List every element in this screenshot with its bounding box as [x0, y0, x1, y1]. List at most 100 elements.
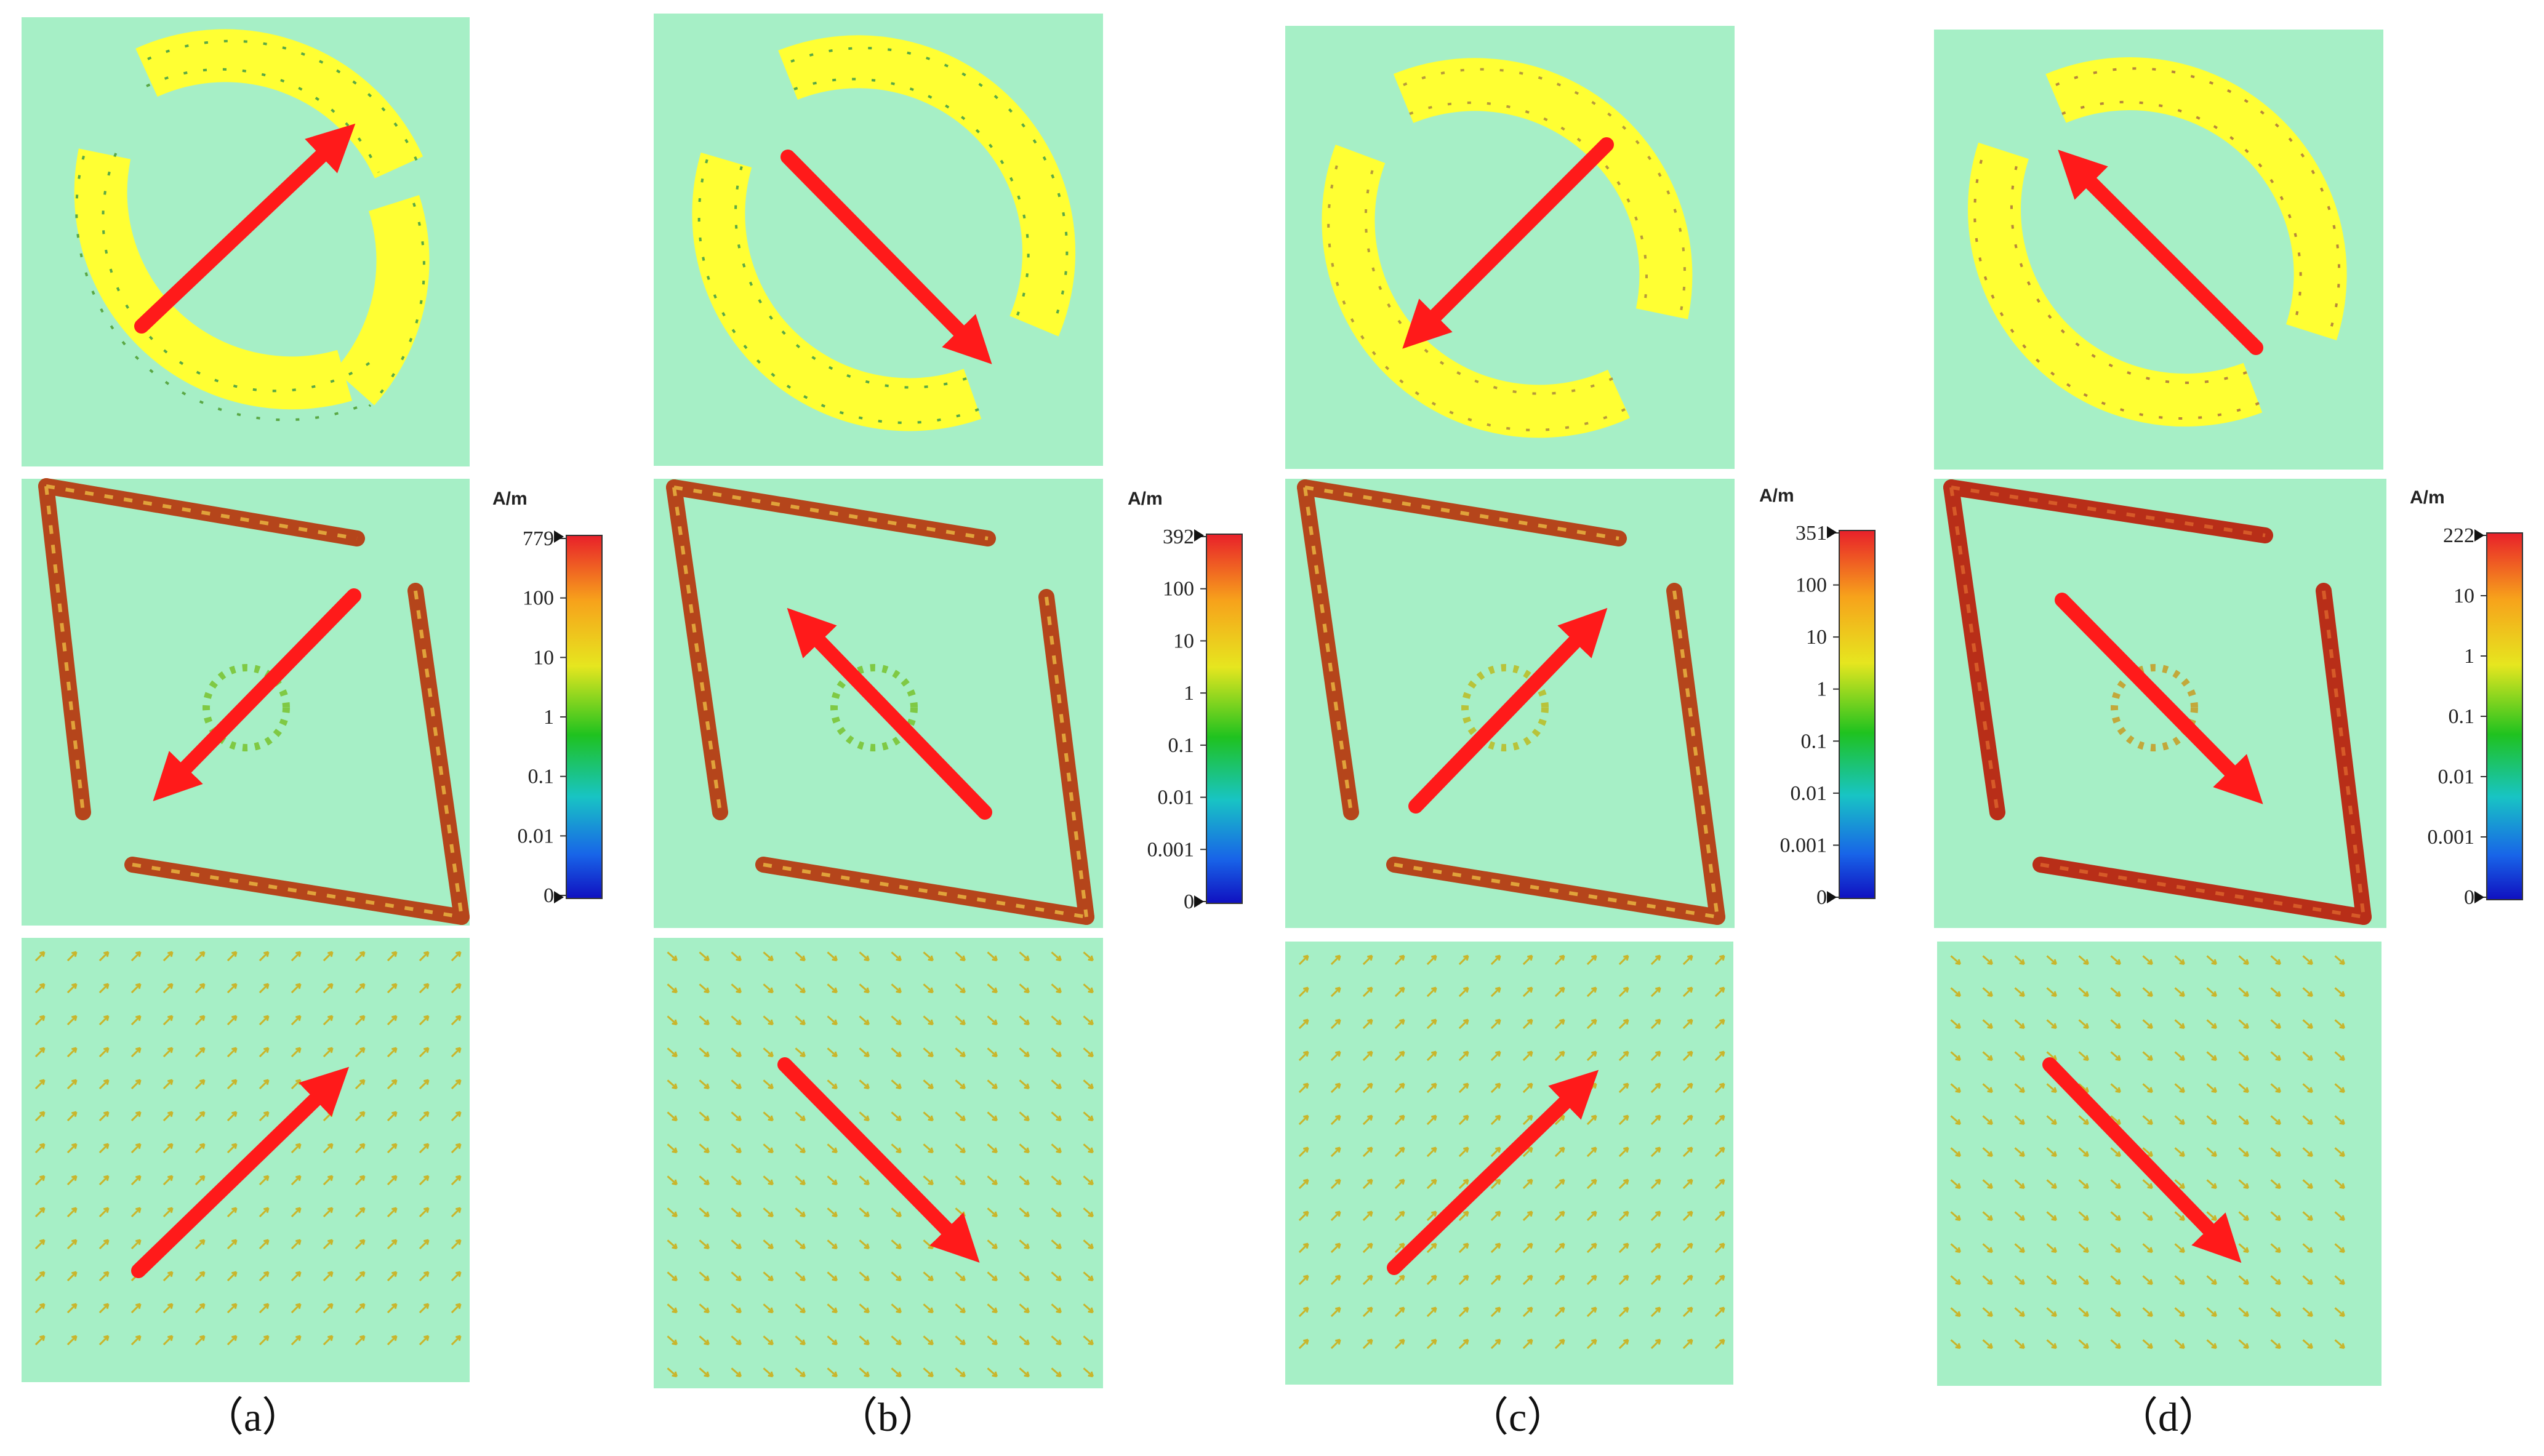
field-arrow [2174, 1243, 2185, 1254]
field-arrow [98, 1175, 110, 1186]
field-arrow [130, 951, 142, 962]
field-arrow [2110, 1051, 2121, 1062]
field-arrow [163, 1175, 174, 1186]
field-arrow [291, 1303, 302, 1314]
field-arrow [2238, 1179, 2249, 1190]
field-arrow [1618, 986, 1629, 998]
field-arrow [1490, 1082, 1501, 1094]
field-arrow [1083, 1111, 1094, 1122]
field-arrow [1554, 954, 1565, 966]
field-arrow [1586, 1274, 1597, 1286]
field-arrow [2334, 1275, 2345, 1286]
field-arrow [1682, 1306, 1693, 1318]
field-arrow [227, 1303, 238, 1314]
field-arrow [1330, 1338, 1341, 1350]
field-arrow [2142, 1275, 2153, 1286]
field-arrow [451, 1015, 462, 1026]
field-arrow [1330, 1306, 1341, 1318]
field-arrow [1051, 1111, 1062, 1122]
field-arrow [667, 1303, 678, 1314]
field-arrow [1298, 1338, 1309, 1350]
field-arrow [2334, 1179, 2345, 1190]
colorbar-top-marker [1827, 526, 1837, 538]
field-arrow [1522, 1018, 1533, 1030]
field-arrow [66, 1175, 78, 1186]
field-arrow [763, 951, 774, 962]
split-ring [692, 35, 1075, 431]
field-arrow [419, 1143, 430, 1154]
field-arrow [1618, 1018, 1629, 1030]
field-arrow [667, 1047, 678, 1058]
field-arrow [1362, 1082, 1373, 1094]
field-arrow [34, 983, 46, 994]
field-arrow [66, 1303, 78, 1314]
field-arrow [2334, 1243, 2345, 1254]
field-arrow [1458, 1210, 1469, 1222]
field-arrow [1458, 1082, 1469, 1094]
field-arrow [1714, 1242, 1725, 1254]
field-arrow [323, 1335, 334, 1346]
colorbar-tick-label: 0.1 [528, 766, 555, 788]
field-arrow [1490, 1274, 1501, 1286]
field-arrow [2270, 1339, 2281, 1350]
field-arrow [2110, 1211, 2121, 1222]
field-arrow [1682, 1178, 1693, 1190]
field-panel-d [1937, 942, 2381, 1386]
field-arrow [955, 1303, 966, 1314]
strip-highlight [1949, 486, 2365, 919]
field-arrow [859, 983, 870, 994]
field-arrow [355, 951, 366, 962]
field-arrow [1083, 1303, 1094, 1314]
field-arrow [130, 1303, 142, 1314]
field-arrow [98, 1111, 110, 1122]
field-arrow [891, 1335, 902, 1346]
field-arrow [795, 983, 806, 994]
field-arrow [1522, 1146, 1533, 1158]
field-arrow [763, 1047, 774, 1058]
field-arrow [1650, 1082, 1661, 1094]
field-arrow [699, 1175, 710, 1186]
field-arrow [1522, 1242, 1533, 1254]
column-d: A/m 222 10 1 0.1 0.01 0.001 0 （d） [1934, 30, 2523, 1440]
field-arrow [699, 1303, 710, 1314]
field-arrow [1682, 1338, 1693, 1350]
field-arrow [355, 1015, 366, 1026]
field-arrow [1554, 1018, 1565, 1030]
field-arrow [1426, 1146, 1437, 1158]
field-arrow [1330, 1050, 1341, 1062]
field-arrow [2238, 1051, 2249, 1062]
field-arrow [1051, 1271, 1062, 1282]
field-arrow [2142, 1019, 2153, 1030]
field-arrow [1950, 1211, 1961, 1222]
field-arrow [291, 1271, 302, 1282]
direction-arrow [777, 1057, 980, 1263]
field-arrow [1394, 1242, 1405, 1254]
field-arrow [34, 1207, 46, 1218]
field-arrow [1394, 1146, 1405, 1158]
field-arrow [2078, 1307, 2089, 1318]
field-arrow [1330, 1146, 1341, 1158]
field-arrow [1586, 1210, 1597, 1222]
colorbar-tick-label: 0.001 [1147, 838, 1195, 861]
field-arrow [323, 1207, 334, 1218]
field-arrow [1682, 1050, 1693, 1062]
field-arrow [2046, 1019, 2057, 1030]
field-arrow [2046, 1275, 2057, 1286]
field-arrow [1362, 1146, 1373, 1158]
field-arrow [387, 1143, 398, 1154]
field-arrow [763, 1303, 774, 1314]
field-arrow [923, 1047, 934, 1058]
center-ring [830, 664, 918, 751]
field-arrow [1586, 1242, 1597, 1254]
colorbar-gradient [1839, 530, 1876, 899]
field-arrow [1019, 1207, 1030, 1218]
field-arrow [1982, 1339, 1993, 1350]
field-arrow [419, 1047, 430, 1058]
field-arrow [1330, 1114, 1341, 1126]
field-arrow [1714, 954, 1725, 966]
field-arrow [1982, 1083, 1993, 1094]
field-arrow [1554, 986, 1565, 998]
field-arrow [1051, 1079, 1062, 1090]
field-arrow [667, 1207, 678, 1218]
field-arrow [2334, 1083, 2345, 1094]
